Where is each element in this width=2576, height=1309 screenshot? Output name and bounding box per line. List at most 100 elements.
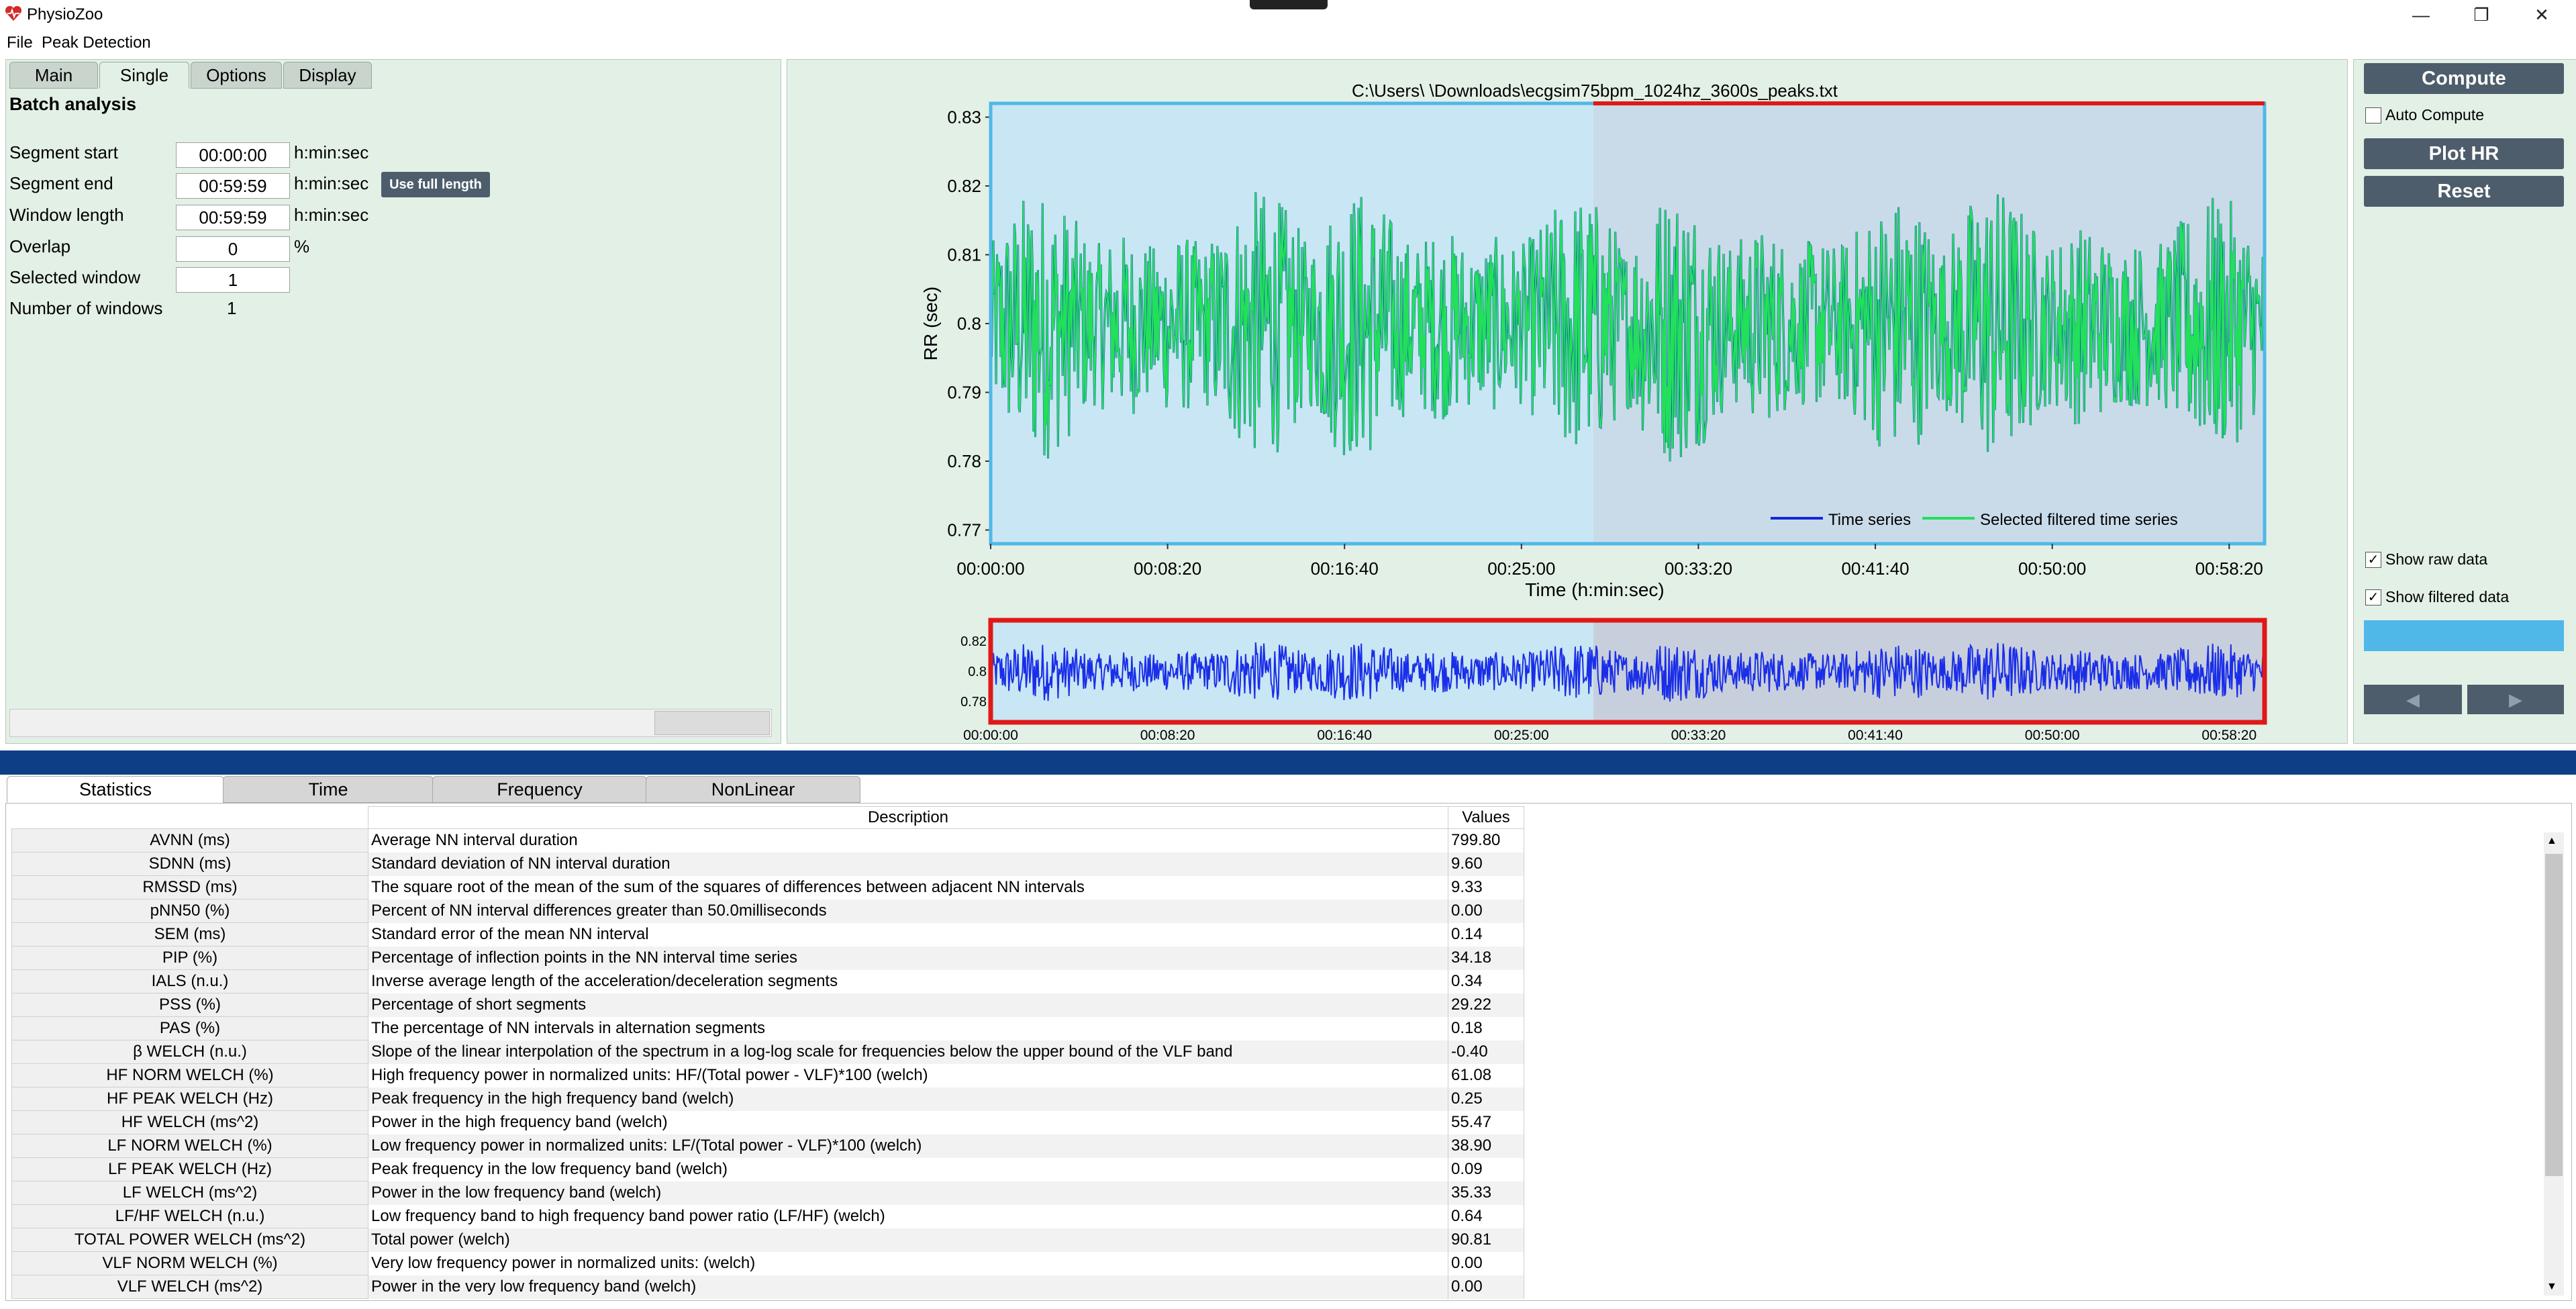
- y-tick-label: 0.79: [947, 383, 981, 403]
- table-row[interactable]: VLF WELCH (ms^2) Power in the very low fr…: [11, 1275, 1524, 1299]
- menu-bar: [0, 30, 2576, 56]
- table-row[interactable]: HF PEAK WELCH (Hz) Peak frequency in the …: [11, 1087, 1524, 1111]
- row-value: 0.00: [1448, 1251, 1524, 1275]
- row-value: 9.60: [1448, 852, 1524, 876]
- tab-time[interactable]: Time: [223, 776, 434, 803]
- show-raw-data-checkbox[interactable]: ✓: [2365, 552, 2381, 568]
- overlap-input[interactable]: 0: [176, 236, 290, 262]
- row-value: 0.14: [1448, 922, 1524, 947]
- x-tick-label: 00:25:00: [1487, 559, 1555, 579]
- table-row[interactable]: PSS (%) Percentage of short segments 29.22: [11, 993, 1524, 1017]
- window-handle[interactable]: [1250, 0, 1328, 9]
- scroll-up-icon[interactable]: ▲: [2546, 835, 2557, 846]
- app-title: PhysioZoo: [27, 5, 103, 23]
- tab-options[interactable]: Options: [191, 62, 282, 89]
- table-row[interactable]: HF NORM WELCH (%) High frequency power in…: [11, 1063, 1524, 1087]
- row-value: 29.22: [1448, 993, 1524, 1017]
- chart-title: C:\Users\ \Downloads\ecgsim75bpm_1024hz_…: [1352, 81, 1838, 101]
- overview-x-tick-label: 00:16:40: [1317, 728, 1372, 742]
- table-row[interactable]: LF WELCH (ms^2) Power in the low frequenc…: [11, 1181, 1524, 1205]
- table-row[interactable]: LF/HF WELCH (n.u.) Low frequency band to …: [11, 1204, 1524, 1228]
- main-y-axis: 0.77 0.78 0.79 0.8 0.81 0.82 0.83: [947, 107, 991, 540]
- maximize-button[interactable]: ❐: [2473, 5, 2489, 25]
- row-value: 0.18: [1448, 1016, 1524, 1040]
- row-value: 0.09: [1448, 1157, 1524, 1181]
- overview-unselected: [1593, 620, 2265, 722]
- table-row[interactable]: AVNN (ms) Average NN interval duration 799…: [11, 828, 1524, 853]
- row-description: The percentage of NN intervals in altern…: [368, 1016, 1448, 1040]
- vertical-scrollbar-thumb[interactable]: [2545, 854, 2563, 1176]
- table-row[interactable]: SDNN (ms) Standard deviation of NN interv…: [11, 852, 1524, 876]
- compute-button[interactable]: Compute: [2364, 63, 2564, 94]
- row-value: 61.08: [1448, 1063, 1524, 1087]
- minimize-button[interactable]: —: [2412, 5, 2430, 25]
- row-description: Slope of the linear interpolation of the…: [368, 1040, 1448, 1064]
- use-full-length-button[interactable]: Use full length: [381, 172, 490, 197]
- plot-hr-button[interactable]: Plot HR: [2364, 138, 2564, 169]
- overview-y-tick-label: 0.8: [968, 665, 987, 679]
- y-axis-label: RR (sec): [920, 287, 941, 360]
- table-row[interactable]: VLF NORM WELCH (%) Very low frequency pow…: [11, 1251, 1524, 1275]
- tab-display[interactable]: Display: [283, 62, 372, 89]
- overview-x-tick-label: 00:41:40: [1848, 728, 1903, 742]
- window-color-bar[interactable]: [2364, 620, 2564, 651]
- segment-end-input[interactable]: 00:59:59: [176, 173, 290, 199]
- row-header: AVNN (ms): [11, 828, 368, 853]
- table-row[interactable]: pNN50 (%) Percent of NN interval differen…: [11, 899, 1524, 923]
- rr-time-series-chart[interactable]: C:\Users\ \Downloads\ecgsim75bpm_1024hz_…: [787, 59, 2346, 742]
- x-tick-label: 00:41:40: [1841, 559, 1909, 579]
- y-tick-label: 0.78: [947, 451, 981, 471]
- previous-window-button[interactable]: ◀: [2364, 685, 2462, 714]
- table-row[interactable]: PIP (%) Percentage of inflection points i…: [11, 946, 1524, 970]
- panel-divider[interactable]: [0, 750, 2576, 775]
- row-header: β WELCH (n.u.): [11, 1040, 368, 1064]
- x-tick-label: 00:58:20: [2195, 559, 2263, 579]
- show-raw-data-label: Show raw data: [2385, 550, 2488, 568]
- tab-main[interactable]: Main: [9, 62, 98, 89]
- x-tick-label: 00:50:00: [2018, 559, 2086, 579]
- menu-peak-detection[interactable]: Peak Detection: [42, 34, 151, 52]
- segment-start-input[interactable]: 00:00:00: [176, 142, 290, 168]
- reset-button[interactable]: Reset: [2364, 176, 2564, 207]
- horizontal-scrollbar[interactable]: [9, 709, 772, 737]
- row-description: Power in the low frequency band (welch): [368, 1181, 1448, 1205]
- table-row[interactable]: IALS (n.u.) Inverse average length of the…: [11, 969, 1524, 993]
- close-button[interactable]: ✕: [2534, 5, 2549, 25]
- batch-analysis-title: Batch analysis: [9, 94, 137, 114]
- row-description: High frequency power in normalized units…: [368, 1063, 1448, 1087]
- table-row[interactable]: RMSSD (ms) The square root of the mean of…: [11, 875, 1524, 900]
- left-panel: [5, 59, 781, 744]
- overview-x-tick-label: 00:33:20: [1671, 728, 1726, 742]
- table-row[interactable]: PAS (%) The percentage of NN intervals in…: [11, 1016, 1524, 1040]
- table-row[interactable]: SEM (ms) Standard error of the mean NN in…: [11, 922, 1524, 947]
- row-value: 0.34: [1448, 969, 1524, 993]
- menu-file[interactable]: File: [7, 34, 33, 52]
- y-tick-label: 0.82: [947, 176, 981, 196]
- overview-x-tick-label: 00:00:00: [963, 728, 1018, 742]
- row-value: 0.00: [1448, 899, 1524, 923]
- table-row[interactable]: β WELCH (n.u.) Slope of the linear interp…: [11, 1040, 1524, 1064]
- row-header: SDNN (ms): [11, 852, 368, 876]
- row-header: TOTAL POWER WELCH (ms^2): [11, 1228, 368, 1252]
- tab-statistics[interactable]: Statistics: [7, 776, 224, 803]
- row-description: Standard error of the mean NN interval: [368, 922, 1448, 947]
- row-header: PSS (%): [11, 993, 368, 1017]
- auto-compute-checkbox[interactable]: [2365, 107, 2381, 124]
- scroll-down-icon[interactable]: ▼: [2546, 1281, 2557, 1292]
- selected-window-input[interactable]: 1: [176, 267, 290, 293]
- window-length-input[interactable]: 00:59:59: [176, 205, 290, 230]
- table-row[interactable]: TOTAL POWER WELCH (ms^2) Total power (wel…: [11, 1228, 1524, 1252]
- overview-y-tick-label: 0.82: [960, 634, 987, 649]
- row-value: 799.80: [1448, 828, 1524, 853]
- tab-single[interactable]: Single: [99, 62, 189, 89]
- overview-trace: [990, 642, 2265, 702]
- show-filtered-data-checkbox[interactable]: ✓: [2365, 589, 2381, 605]
- tab-nonlinear[interactable]: NonLinear: [646, 776, 860, 803]
- table-row[interactable]: HF WELCH (ms^2) Power in the high frequen…: [11, 1110, 1524, 1134]
- overview-window-frame[interactable]: [988, 618, 2267, 725]
- next-window-button[interactable]: ▶: [2467, 685, 2564, 714]
- table-row[interactable]: LF NORM WELCH (%) Low frequency power in …: [11, 1134, 1524, 1158]
- tab-frequency[interactable]: Frequency: [432, 776, 647, 803]
- scrollbar-thumb[interactable]: [654, 711, 770, 735]
- table-row[interactable]: LF PEAK WELCH (Hz) Peak frequency in the …: [11, 1157, 1524, 1181]
